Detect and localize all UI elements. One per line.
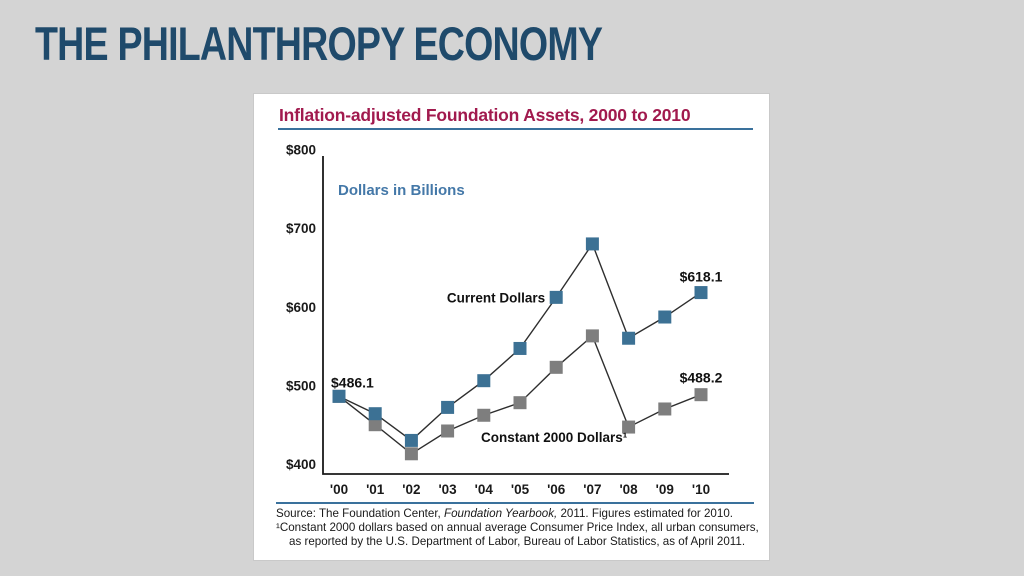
- x-tick-label: '09: [656, 482, 674, 497]
- series-0-marker: [694, 286, 708, 300]
- series-0-marker: [332, 389, 346, 403]
- source-line-2: ¹Constant 2000 dollars based on annual a…: [276, 520, 759, 534]
- x-tick-label: '04: [475, 482, 494, 497]
- series-0-marker: [622, 331, 636, 345]
- y-tick-label: $800: [286, 143, 316, 158]
- x-tick-label: '05: [511, 482, 530, 497]
- x-tick-label: '00: [330, 482, 348, 497]
- title-rule: [278, 128, 753, 130]
- series-1-marker: [513, 396, 527, 410]
- x-tick-label: '08: [619, 482, 638, 497]
- point-value-label: $618.1: [680, 269, 723, 285]
- series-0-marker: [585, 237, 599, 251]
- series-1-marker: [694, 388, 708, 402]
- units-label: Dollars in Billions: [338, 182, 465, 199]
- series-0-marker: [477, 374, 491, 388]
- series-1-marker: [622, 420, 636, 434]
- x-tick-label: '07: [583, 482, 601, 497]
- series-1-marker: [585, 329, 599, 343]
- series-0-marker: [513, 341, 527, 355]
- series-1-marker: [368, 418, 382, 432]
- point-value-label: $486.1: [331, 374, 374, 390]
- series-1-marker: [404, 447, 418, 461]
- foundation-assets-line-chart: $400 $500 $600 $700 $800 '00 '01 '02 '03 '04 '05 '0…: [286, 143, 729, 497]
- x-tick-label: '02: [402, 482, 420, 497]
- source-line-1-italic: Foundation Yearbook,: [444, 507, 558, 520]
- series-1-marker: [477, 408, 491, 422]
- series-1-marker: [549, 360, 563, 374]
- x-tick-label: '03: [438, 482, 457, 497]
- axes: [322, 156, 729, 475]
- series-1-marker: [441, 424, 455, 438]
- chart-panel: Inflation-adjusted Foundation Assets, 20…: [253, 93, 770, 561]
- x-tick-label: '06: [547, 482, 566, 497]
- series-0-marker: [368, 407, 382, 421]
- series-0-marker: [549, 290, 563, 304]
- source-line-1-post: 2011. Figures estimated for 2010.: [557, 507, 733, 520]
- series-label-1: Constant 2000 Dollars¹: [481, 430, 628, 445]
- y-tick-label: $400: [286, 457, 316, 472]
- series-1-marker: [658, 402, 672, 416]
- source-line-1-pre: Source: The Foundation Center,: [276, 507, 445, 520]
- y-tick-label: $500: [286, 378, 316, 393]
- series-0-marker: [404, 433, 418, 447]
- source-line-1: Source: The Foundation Center, Foundatio…: [276, 507, 756, 521]
- point-value-label: $488.2: [680, 370, 723, 386]
- chart-source: Source: The Foundation Center, Foundatio…: [276, 507, 759, 549]
- series-0-marker: [441, 400, 455, 414]
- y-tick-label: $700: [286, 221, 316, 236]
- slide-title: THE PHILANTHROPY ECONOMY: [35, 17, 603, 70]
- y-tick-label: $600: [286, 300, 316, 315]
- x-tick-label: '01: [366, 482, 385, 497]
- chart-title: Inflation-adjusted Foundation Assets, 20…: [279, 105, 691, 125]
- series-label-0: Current Dollars: [447, 290, 545, 305]
- series-0-marker: [658, 310, 672, 324]
- source-rule: [276, 502, 754, 504]
- x-tick-label: '10: [692, 482, 710, 497]
- source-line-3: as reported by the U.S. Department of La…: [289, 534, 746, 548]
